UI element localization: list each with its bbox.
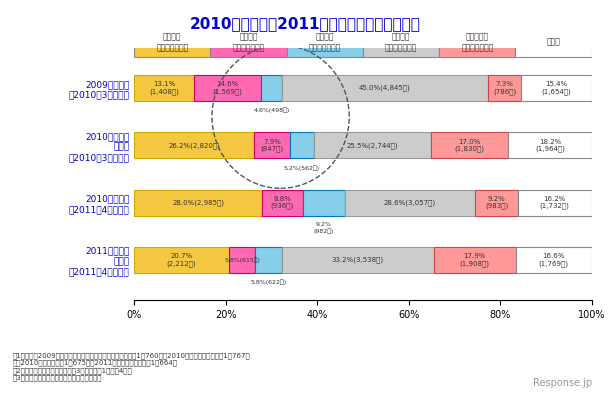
Text: 減収減益
（見込み含む）: 減収減益 （見込み含む） — [385, 32, 417, 52]
Text: 17.0%
(1,830社): 17.0% (1,830社) — [454, 138, 484, 152]
Text: 28.6%(3,057社): 28.6%(3,057社) — [384, 199, 436, 206]
Text: 9.2%
(983社): 9.2% (983社) — [485, 196, 508, 210]
Bar — [517, 190, 592, 216]
Bar — [254, 132, 290, 158]
Bar — [303, 190, 345, 216]
Text: 注1：母数は2009年度業績が「分からない／不回答」を除く1万760社、2010年度業績見通しが同1万767社
　　2010年度業績が同1万675社、2011年: 注1：母数は2009年度業績が「分からない／不回答」を除く1万760社、2010… — [12, 352, 250, 382]
FancyBboxPatch shape — [134, 28, 210, 56]
Text: 18.2%
(1,964社): 18.2% (1,964社) — [535, 138, 565, 152]
Text: 45.0%(4,845社): 45.0%(4,845社) — [359, 85, 411, 91]
Text: 33.2%(3,538社): 33.2%(3,538社) — [332, 257, 384, 263]
Text: 2010年度業績、2011年度業績見通しについて: 2010年度業績、2011年度業績見通しについて — [190, 16, 420, 31]
Bar — [134, 132, 254, 158]
Bar — [314, 132, 431, 158]
Text: 20.7%
(2,212社): 20.7% (2,212社) — [167, 253, 196, 267]
Text: 前年度並み
（見込み含む）: 前年度並み （見込み含む） — [461, 32, 493, 52]
Text: 4.6%(498社): 4.6%(498社) — [253, 108, 290, 114]
Text: その他: その他 — [547, 38, 561, 47]
Bar — [134, 190, 262, 216]
Bar — [290, 132, 314, 158]
Bar — [345, 190, 475, 216]
FancyBboxPatch shape — [287, 28, 363, 56]
Bar — [134, 75, 194, 101]
Text: 16.2%
(1,732社): 16.2% (1,732社) — [540, 196, 570, 210]
Bar — [282, 75, 488, 101]
Text: 減収増益
（見込み含む）: 減収増益 （見込み含む） — [309, 32, 341, 52]
Text: 15.4%
(1,654社): 15.4% (1,654社) — [542, 81, 572, 95]
Text: 25.5%(2,744社): 25.5%(2,744社) — [346, 142, 398, 149]
Text: 17.9%
(1,908社): 17.9% (1,908社) — [460, 253, 490, 267]
Bar — [434, 247, 516, 273]
Text: 13.1%
(1,408社): 13.1% (1,408社) — [149, 81, 179, 95]
Text: 7.9%
(847社): 7.9% (847社) — [260, 138, 284, 152]
Text: 28.0%(2,985社): 28.0%(2,985社) — [172, 199, 224, 206]
Bar — [134, 247, 229, 273]
Bar — [431, 132, 508, 158]
Text: 増収減益
（見込み含む）: 増収減益 （見込み含む） — [232, 32, 265, 52]
Text: 9.2%
(982社): 9.2% (982社) — [314, 222, 334, 234]
Text: 増収増益
（見込み含む）: 増収増益 （見込み含む） — [156, 32, 188, 52]
Bar — [262, 190, 303, 216]
Text: 16.6%
(1,769社): 16.6% (1,769社) — [539, 253, 569, 267]
Bar — [509, 132, 592, 158]
Text: 5.8%(615社): 5.8%(615社) — [224, 257, 260, 263]
Bar — [261, 75, 282, 101]
Bar — [282, 247, 434, 273]
Bar — [475, 190, 517, 216]
Text: 26.2%(2,820社): 26.2%(2,820社) — [168, 142, 220, 149]
FancyBboxPatch shape — [363, 28, 439, 56]
Bar — [229, 247, 256, 273]
Bar — [256, 247, 282, 273]
Text: 5.2%(562社): 5.2%(562社) — [284, 165, 320, 171]
Text: 8.8%
(936社): 8.8% (936社) — [271, 196, 294, 210]
Bar — [488, 75, 521, 101]
Bar — [515, 247, 592, 273]
Bar — [521, 75, 592, 101]
Text: Response.jp: Response.jp — [533, 378, 592, 388]
Text: 7.3%
(786社): 7.3% (786社) — [493, 81, 516, 95]
Text: 5.8%(622社): 5.8%(622社) — [251, 280, 287, 285]
FancyBboxPatch shape — [439, 28, 515, 56]
Bar — [194, 75, 261, 101]
FancyBboxPatch shape — [515, 28, 592, 56]
FancyBboxPatch shape — [210, 28, 287, 56]
Text: 14.6%
(1,569社): 14.6% (1,569社) — [213, 81, 242, 95]
